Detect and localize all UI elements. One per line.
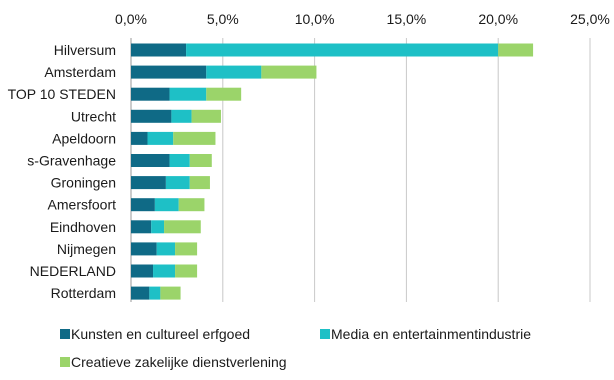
category-label: Nijmegen [57, 241, 116, 257]
legend-swatch [60, 329, 70, 339]
category-label: s-Gravenhage [27, 153, 116, 169]
bar-segment [131, 87, 170, 101]
x-axis-ticks: 0,0% 5,0% 10,0% 15,0% 20,0% 25,0% [115, 11, 610, 27]
category-label: TOP 10 STEDEN [8, 86, 116, 102]
bar-segment [206, 65, 262, 79]
bar-segment [131, 220, 152, 234]
bar-segment [171, 109, 192, 123]
bar-segment [178, 198, 205, 212]
legend: Kunsten en cultureel erfgoed Media en ent… [60, 326, 531, 370]
category-label: Amsterdam [44, 64, 116, 80]
bar-segment [131, 65, 207, 79]
bar-segment [173, 131, 216, 145]
category-label: Apeldoorn [52, 130, 116, 146]
legend-label: Creatieve zakelijke dienstverlening [71, 354, 287, 370]
bar-segment [131, 131, 148, 145]
bar-segment [131, 264, 154, 278]
x-tick-label: 0,0% [115, 11, 147, 27]
category-label: NEDERLAND [30, 263, 116, 279]
bar-segment [131, 176, 166, 190]
legend-label: Media en entertainmentindustrie [331, 326, 531, 342]
bar-segment [175, 242, 198, 256]
category-label: Hilversum [54, 42, 116, 58]
bar-segment [131, 154, 170, 167]
x-tick-label: 5,0% [207, 11, 239, 27]
bar-segment [156, 242, 176, 256]
bar-segment [131, 43, 187, 57]
bar-segment [151, 220, 165, 234]
legend-swatch [60, 357, 70, 367]
bar-segment [160, 286, 181, 300]
grid-lines [130, 38, 591, 302]
bar-segment [164, 220, 201, 234]
bars [131, 43, 534, 300]
category-label: Rotterdam [51, 285, 116, 301]
bar-segment [154, 198, 179, 212]
bar-segment [149, 286, 161, 300]
bar-segment [165, 176, 190, 190]
category-label: Eindhoven [50, 219, 116, 235]
bar-segment [498, 43, 534, 57]
bar-segment [175, 264, 198, 278]
legend-label: Kunsten en cultureel erfgoed [71, 326, 250, 342]
legend-swatch [320, 329, 330, 339]
bar-segment [131, 109, 172, 123]
category-label: Utrecht [71, 108, 116, 124]
bar-segment [186, 43, 499, 57]
bar-segment [206, 87, 242, 101]
bar-segment [189, 154, 212, 167]
category-label: Groningen [51, 175, 116, 191]
bar-segment [153, 264, 176, 278]
x-tick-label: 25,0% [570, 11, 610, 27]
y-axis-categories: Hilversum Amsterdam TOP 10 STEDEN Utrecht Ap… [8, 42, 117, 301]
category-label: Amersfoort [48, 197, 117, 213]
bar-segment [261, 65, 317, 79]
bar-segment [189, 176, 210, 190]
x-tick-label: 20,0% [478, 11, 518, 27]
bar-segment [147, 131, 174, 145]
bar-segment [169, 154, 190, 167]
bar-segment [131, 198, 155, 212]
x-tick-label: 10,0% [295, 11, 335, 27]
bar-segment [169, 87, 207, 101]
bar-segment [191, 109, 221, 123]
bar-segment [131, 286, 150, 300]
x-tick-label: 15,0% [387, 11, 427, 27]
bar-segment [131, 242, 157, 256]
